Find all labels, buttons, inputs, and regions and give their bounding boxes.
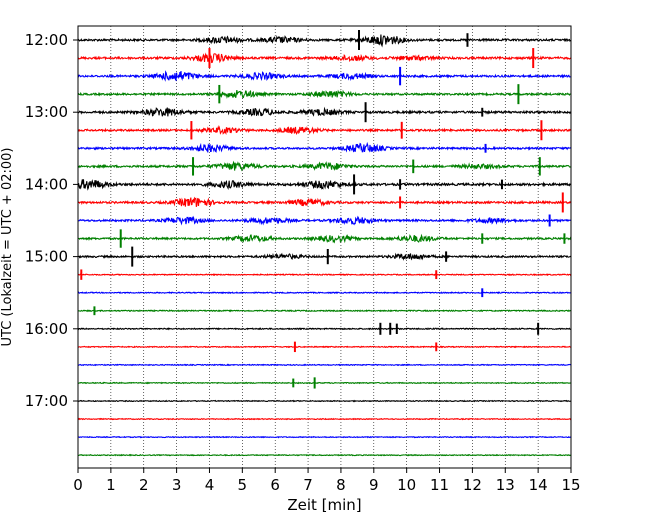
trace-1715 xyxy=(77,417,572,421)
x-tick-label-1: 1 xyxy=(106,476,116,494)
y-tick-label-1500: 15:00 xyxy=(25,248,68,266)
trace-1730 xyxy=(77,435,572,439)
trace-1300 xyxy=(77,106,572,117)
x-tick-label-2: 2 xyxy=(139,476,149,494)
y-tick-label-1400: 14:00 xyxy=(25,175,68,193)
trace-1630 xyxy=(77,363,572,367)
trace-1430 xyxy=(77,215,572,226)
trace-1745 xyxy=(77,453,572,457)
x-tick-label-0: 0 xyxy=(73,476,83,494)
x-tick-label-5: 5 xyxy=(238,476,248,494)
y-tick-label-1200: 12:00 xyxy=(25,31,68,49)
y-tick-label-1600: 16:00 xyxy=(25,320,68,338)
x-tick-label-6: 6 xyxy=(270,476,280,494)
x-tick-label-15: 15 xyxy=(561,476,580,494)
trace-1700 xyxy=(77,399,572,403)
x-axis-label: Zeit [min] xyxy=(287,496,361,514)
plot-frame xyxy=(77,25,572,469)
x-tick-label-3: 3 xyxy=(172,476,182,494)
y-axis-label: UTC (Lokalzeit = UTC + 02:00) xyxy=(0,148,15,347)
x-tick-label-8: 8 xyxy=(336,476,346,494)
y-tick-label-1300: 13:00 xyxy=(25,103,68,121)
x-tick-label-12: 12 xyxy=(463,476,482,494)
trace-1615 xyxy=(77,345,572,349)
trace-1230 xyxy=(77,70,572,82)
trace-1215 xyxy=(77,52,572,64)
x-tick-label-7: 7 xyxy=(303,476,313,494)
x-tick-label-11: 11 xyxy=(430,476,449,494)
trace-1600 xyxy=(77,327,572,331)
trace-1200 xyxy=(77,34,572,48)
x-tick-label-13: 13 xyxy=(496,476,515,494)
trace-1400 xyxy=(77,179,572,191)
trace-1515 xyxy=(77,273,572,277)
trace-1245 xyxy=(77,89,572,99)
trace-1445 xyxy=(77,233,572,244)
trace-1530 xyxy=(77,291,572,295)
trace-1330 xyxy=(77,141,572,153)
x-tick-label-14: 14 xyxy=(529,476,548,494)
trace-1645 xyxy=(77,381,572,385)
traces xyxy=(77,30,572,457)
x-tick-label-4: 4 xyxy=(205,476,215,494)
y-axis-ticks: 12:00 13:00 14:00 15:00 16:00 17:00 xyxy=(25,31,78,410)
y-tick-label-1700: 17:00 xyxy=(25,392,68,410)
x-tick-label-10: 10 xyxy=(397,476,416,494)
trace-1500 xyxy=(77,252,572,261)
trace-1345 xyxy=(77,160,572,172)
trace-1545 xyxy=(77,309,572,313)
trace-1415 xyxy=(77,196,572,207)
x-tick-label-9: 9 xyxy=(369,476,379,494)
x-axis-ticks: 0 1 2 3 4 5 6 7 8 9 10 11 12 13 14 15 xyxy=(73,468,581,494)
trace-1315 xyxy=(77,125,572,136)
